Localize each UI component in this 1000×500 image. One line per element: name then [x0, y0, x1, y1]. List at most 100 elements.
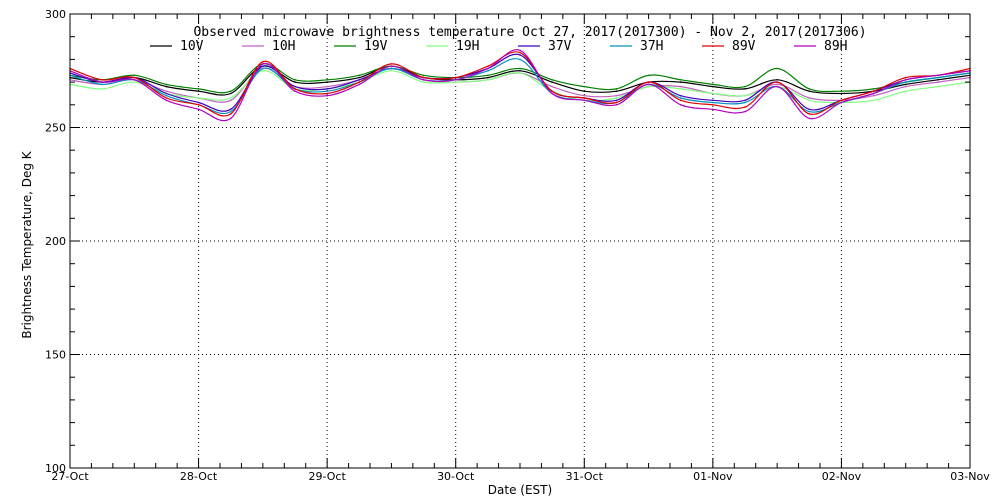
- data-point-89v: [872, 90, 875, 92]
- data-point-37v: [358, 79, 361, 81]
- axis-ticks: [69, 13, 971, 469]
- data-point-89h: [679, 104, 682, 106]
- data-point-89h: [519, 49, 521, 52]
- data-point-89v: [294, 88, 296, 90]
- data-point-89h: [583, 99, 586, 102]
- y-tick-labels: 100 150 200 250 300: [45, 8, 66, 475]
- data-point-10v: [197, 90, 200, 92]
- chart-title: Observed microwave brightness temperatur…: [193, 25, 866, 40]
- data-point-89v: [422, 76, 425, 79]
- data-point-89h: [101, 81, 103, 83]
- data-point-19h: [390, 70, 393, 72]
- data-point-19h: [744, 94, 746, 97]
- data-point-19v: [744, 85, 746, 88]
- data-point-10h: [776, 83, 778, 86]
- data-point-37h: [519, 58, 521, 61]
- data-point-37v: [519, 54, 521, 56]
- x-axis-label: Date (EST): [488, 483, 552, 497]
- data-point-89h: [133, 79, 136, 81]
- data-point-19v: [679, 79, 682, 81]
- data-point-19v: [840, 90, 843, 92]
- data-point-19v: [615, 88, 618, 90]
- data-point-10h: [872, 94, 875, 97]
- data-point-10v: [679, 81, 682, 83]
- data-point-19h: [679, 88, 682, 90]
- data-point-37h: [101, 83, 103, 86]
- data-point-37v: [165, 92, 168, 95]
- data-point-19h: [519, 72, 521, 74]
- data-point-10v: [551, 81, 553, 83]
- data-point-19h: [101, 88, 103, 90]
- data-point-37v: [197, 101, 200, 104]
- data-point-19h: [422, 81, 425, 83]
- series-lines: [69, 49, 971, 122]
- data-point-19v: [647, 74, 650, 77]
- data-point-10v: [165, 85, 168, 88]
- data-point-37v: [744, 99, 746, 102]
- data-point-10v: [776, 79, 778, 81]
- legend-label-89h: 89H: [824, 39, 847, 54]
- data-point-10h: [615, 94, 618, 97]
- data-point-89v: [808, 113, 811, 115]
- data-point-19h: [262, 70, 264, 72]
- data-point-89v: [647, 81, 650, 83]
- data-point-19v: [294, 79, 296, 81]
- x-tick-label: 01-Nov: [693, 470, 733, 483]
- data-point-10v: [712, 85, 714, 88]
- data-point-89v: [197, 104, 200, 106]
- data-point-89v: [551, 90, 553, 92]
- y-tick-label: 150: [45, 349, 66, 362]
- data-point-89h: [422, 79, 425, 81]
- data-point-10v: [326, 81, 328, 83]
- x-tick-labels: 27-Oct 28-Oct 29-Oct 30-Oct 31-Oct 01-Nov 02-N…: [51, 470, 990, 483]
- data-point-19v: [197, 88, 200, 90]
- data-point-89h: [294, 90, 296, 92]
- data-point-19h: [808, 99, 811, 102]
- x-tick-label: 28-Oct: [180, 470, 218, 483]
- legend-label-10v: 10V: [180, 39, 204, 54]
- data-point-10v: [808, 90, 811, 92]
- data-point-19v: [422, 74, 425, 77]
- data-point-19v: [326, 79, 328, 81]
- data-point-89h: [776, 85, 778, 88]
- x-tick-label: 29-Oct: [308, 470, 346, 483]
- legend-label-37v: 37V: [548, 39, 572, 54]
- data-point-89h: [615, 104, 618, 106]
- data-point-37h: [808, 110, 811, 113]
- data-point-89h: [197, 108, 200, 111]
- data-point-37h: [229, 110, 232, 113]
- data-point-10v: [840, 92, 843, 95]
- data-point-89v: [679, 99, 682, 102]
- data-point-37h: [712, 101, 714, 104]
- y-tick-label: 300: [45, 8, 66, 21]
- data-point-19h: [872, 99, 875, 102]
- data-point-37h: [165, 94, 168, 97]
- data-point-89h: [262, 63, 264, 65]
- data-point-10v: [937, 79, 939, 81]
- y-tick-label: 250: [45, 122, 66, 135]
- data-point-37h: [679, 97, 682, 99]
- legend: 10V 10H 19V 19H 37V 37H 89V 89H: [150, 39, 847, 54]
- data-point-37v: [679, 94, 682, 97]
- data-point-89v: [519, 51, 521, 54]
- legend-label-19h: 19H: [456, 39, 479, 54]
- data-point-37h: [326, 90, 328, 92]
- data-point-10h: [679, 85, 682, 88]
- data-point-89h: [229, 117, 232, 120]
- data-point-10v: [519, 70, 521, 72]
- data-point-10v: [904, 83, 907, 86]
- data-point-89v: [262, 60, 264, 63]
- data-point-89v: [454, 76, 457, 79]
- legend-label-89v: 89V: [732, 39, 756, 54]
- data-point-89h: [390, 65, 393, 67]
- data-point-19v: [133, 74, 136, 77]
- data-point-19h: [712, 92, 714, 95]
- data-point-89v: [744, 106, 746, 108]
- data-point-89v: [326, 92, 328, 95]
- data-point-19h: [937, 85, 939, 88]
- data-point-19v: [872, 88, 875, 90]
- data-point-89h: [872, 92, 875, 95]
- data-point-89v: [776, 81, 778, 83]
- data-point-19h: [454, 81, 457, 83]
